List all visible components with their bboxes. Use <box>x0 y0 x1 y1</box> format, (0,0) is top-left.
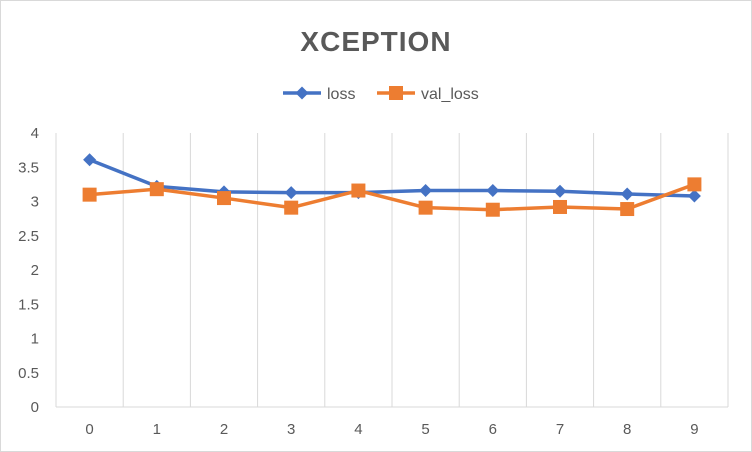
series-group <box>82 153 702 217</box>
x-tick-label: 5 <box>421 421 429 438</box>
x-tick-label: 0 <box>85 421 93 438</box>
data-point-loss <box>687 189 701 203</box>
x-tick-label: 2 <box>220 421 228 438</box>
data-point-val_loss <box>82 187 97 202</box>
y-tick-label: 4 <box>31 125 39 142</box>
data-point-loss <box>553 184 567 198</box>
series-line-loss <box>88 158 695 198</box>
y-tick-label: 0 <box>31 399 39 416</box>
x-axis: 0 1 2 3 4 5 6 7 8 9 <box>85 421 698 438</box>
series-line-val_loss <box>89 182 696 212</box>
x-tick-label: 8 <box>623 421 631 438</box>
y-tick-label: 1 <box>31 331 39 348</box>
legend-marker-val_loss <box>389 86 403 100</box>
legend-label-val_loss: val_loss <box>421 86 479 103</box>
data-point-loss <box>486 184 500 198</box>
data-point-val_loss <box>620 202 635 217</box>
x-tick-label: 3 <box>287 421 295 438</box>
x-tick-label: 4 <box>354 421 362 438</box>
data-point-val_loss <box>351 183 366 198</box>
data-point-loss <box>284 186 298 200</box>
data-point-val_loss <box>284 200 299 215</box>
x-tick-label: 1 <box>153 421 161 438</box>
data-point-val_loss <box>687 177 702 192</box>
legend-label-loss: loss <box>327 86 355 103</box>
data-point-loss <box>83 153 97 167</box>
y-tick-label: 0.5 <box>18 365 39 382</box>
y-tick-label: 3 <box>31 194 39 211</box>
gridlines <box>55 133 729 408</box>
legend-marker-loss <box>295 86 309 100</box>
data-point-val_loss <box>217 191 231 206</box>
y-tick-label: 1.5 <box>18 296 39 313</box>
data-point-val_loss <box>485 202 500 217</box>
data-point-loss <box>620 187 634 201</box>
data-point-val_loss <box>149 182 164 197</box>
data-point-val_loss <box>553 199 567 214</box>
y-axis: 0 0.5 1 1.5 2 2.5 3 3.5 4 <box>18 125 39 416</box>
y-tick-label: 2 <box>31 262 39 279</box>
x-tick-label: 7 <box>556 421 564 438</box>
y-tick-label: 2.5 <box>18 228 39 245</box>
x-tick-label: 6 <box>489 421 497 438</box>
y-tick-label: 3.5 <box>18 159 39 176</box>
data-point-val_loss <box>418 200 433 215</box>
legend: loss val_loss <box>283 86 479 103</box>
chart-title: XCEPTION <box>300 26 451 57</box>
data-point-loss <box>419 184 433 198</box>
x-tick-label: 9 <box>690 421 698 438</box>
